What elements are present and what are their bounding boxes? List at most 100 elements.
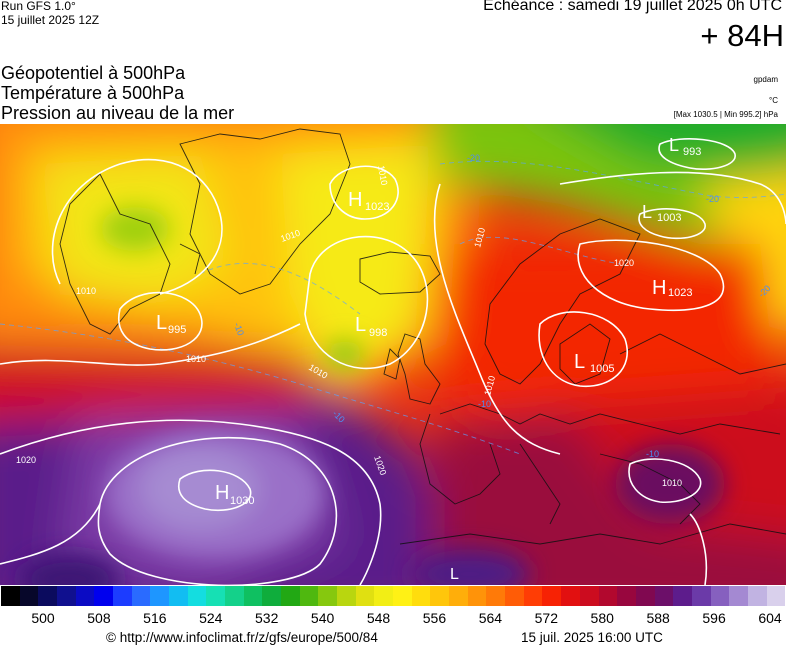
pressure-center-letter: L bbox=[156, 312, 167, 334]
forecast-map-canvas: H 1030 H 1023 H 1023 L 993 L 1003 L 995 bbox=[0, 124, 786, 585]
color-scale-swatch bbox=[505, 586, 524, 606]
low-pressure-center: L 995 bbox=[156, 312, 186, 336]
run-model-label: Run GFS 1.0° bbox=[1, 0, 76, 13]
color-scale-swatch bbox=[598, 586, 618, 606]
isotherm-label: -20 bbox=[467, 153, 480, 163]
color-scale-swatch bbox=[523, 586, 543, 606]
color-scale-swatch bbox=[654, 586, 674, 606]
unit-geopotential: gpdam bbox=[753, 75, 778, 84]
color-scale-swatch bbox=[57, 586, 76, 606]
unit-temperature: °C bbox=[769, 96, 778, 105]
color-scale-tick-label: 508 bbox=[87, 610, 111, 626]
isotherm-label: -10 bbox=[646, 449, 659, 459]
high-pressure-center: H 1023 bbox=[652, 277, 692, 299]
color-scale-swatch bbox=[187, 586, 207, 606]
coastlines bbox=[59, 128, 786, 545]
color-scale-tick-label: 564 bbox=[478, 610, 503, 626]
color-scale-tick-label: 540 bbox=[310, 610, 335, 626]
color-scale-tick-label: 580 bbox=[590, 610, 614, 626]
color-scale-swatch bbox=[467, 586, 487, 606]
color-scale-tick-label: 548 bbox=[366, 610, 391, 626]
color-scale-tick-label: 500 bbox=[31, 610, 55, 626]
pressure-center-letter: L bbox=[642, 202, 652, 222]
color-scale-swatch bbox=[75, 586, 95, 606]
pressure-center-value: 1023 bbox=[668, 287, 692, 299]
color-scale-swatch bbox=[542, 586, 562, 606]
isotherm-label: -10 bbox=[232, 321, 246, 337]
color-scale-ticks: 500 508 516 524 532 540 548 556 564 572 580 588 596 6… bbox=[0, 610, 786, 626]
color-scale-swatch bbox=[318, 586, 338, 606]
isobar-label: 1020 bbox=[16, 455, 36, 465]
color-scale-swatch bbox=[673, 586, 692, 606]
source-url: © http://www.infoclimat.fr/z/gfs/europe/… bbox=[106, 630, 378, 645]
pressure-center-letter: L bbox=[450, 566, 459, 583]
isobar-label: 1010 bbox=[76, 286, 96, 296]
color-scale-swatch bbox=[131, 586, 151, 606]
pressure-range-label: [Max 1030.5 | Min 995.2] hPa bbox=[673, 110, 778, 119]
color-scale-swatch bbox=[299, 586, 319, 606]
color-scale-swatch bbox=[710, 586, 730, 606]
color-scale-tick-label: 516 bbox=[143, 610, 167, 626]
color-scale-swatch bbox=[430, 586, 450, 606]
high-pressure-center: H 1030 bbox=[215, 482, 254, 507]
color-scale-swatch bbox=[374, 586, 394, 606]
color-scale-swatch bbox=[561, 586, 580, 606]
color-scale-swatch bbox=[579, 586, 599, 606]
pressure-center-value: 993 bbox=[683, 146, 701, 158]
color-scale-tick-label: 596 bbox=[702, 610, 726, 626]
color-scale-swatch bbox=[617, 586, 636, 606]
isotherm-label: -10 bbox=[478, 399, 491, 409]
geopotential-color-scale bbox=[1, 586, 786, 606]
isobar-label: 1010 bbox=[376, 165, 389, 186]
pressure-center-value: 995 bbox=[168, 324, 186, 336]
color-scale-swatch bbox=[206, 586, 226, 606]
isotherm-label: -20 bbox=[706, 194, 719, 204]
color-scale-tick-label: 556 bbox=[422, 610, 447, 626]
color-scale-tick-label: 588 bbox=[646, 610, 670, 626]
geopotential-field bbox=[0, 124, 786, 585]
generation-timestamp: 15 juil. 2025 16:00 UTC bbox=[521, 630, 663, 645]
pressure-center-letter: H bbox=[348, 189, 362, 211]
isobars bbox=[0, 138, 786, 585]
low-pressure-center: L 1005 bbox=[574, 351, 614, 375]
color-scale-swatch bbox=[281, 586, 300, 606]
color-scale-swatch bbox=[337, 586, 356, 606]
color-scale-tick-label: 532 bbox=[255, 610, 279, 626]
color-scale-swatch bbox=[635, 586, 655, 606]
pressure-centers: H 1030 H 1023 H 1023 L 993 L 1003 L 995 bbox=[156, 135, 701, 583]
color-scale-swatch bbox=[449, 586, 468, 606]
low-pressure-center: L bbox=[450, 566, 459, 583]
pressure-center-value: 1003 bbox=[657, 212, 681, 224]
pressure-center-letter: L bbox=[574, 351, 585, 373]
color-scale-swatch bbox=[225, 586, 244, 606]
title-temperature: Température à 500hPa bbox=[1, 83, 185, 103]
low-pressure-center: L 993 bbox=[669, 135, 701, 158]
isobar-label: 1010 bbox=[662, 478, 682, 488]
forecast-map: H 1030 H 1023 H 1023 L 993 L 1003 L 995 bbox=[0, 124, 786, 585]
title-pressure: Pression au niveau de la mer bbox=[1, 103, 235, 123]
color-scale-tick-label: 524 bbox=[199, 610, 223, 626]
color-scale-tick-label: 572 bbox=[534, 610, 558, 626]
color-scale-swatch bbox=[113, 586, 132, 606]
color-scale-tick-label: 604 bbox=[758, 610, 782, 626]
isobar-label: 1010 bbox=[186, 354, 206, 364]
pressure-center-letter: H bbox=[215, 482, 229, 504]
pressure-center-value: 1005 bbox=[590, 363, 614, 375]
color-scale-swatch bbox=[486, 586, 506, 606]
pressure-center-value: 998 bbox=[369, 327, 387, 339]
low-pressure-center: L 998 bbox=[355, 314, 387, 339]
forecast-lead-label: + 84H bbox=[700, 18, 784, 53]
color-scale-swatch bbox=[38, 586, 58, 606]
color-scale-swatch bbox=[1, 586, 20, 606]
color-scale-swatch bbox=[94, 586, 114, 606]
isobar-label: 1020 bbox=[614, 258, 634, 268]
run-date-label: 15 juillet 2025 12Z bbox=[1, 13, 100, 27]
pressure-center-value: 1030 bbox=[230, 495, 254, 507]
color-scale-swatch bbox=[169, 586, 188, 606]
color-scale-swatch bbox=[691, 586, 711, 606]
color-scale-swatch bbox=[243, 586, 263, 606]
valid-time-label: Echéance : samedi 19 juillet 2025 0h UTC bbox=[483, 0, 782, 14]
pressure-center-letter: H bbox=[652, 277, 666, 299]
pressure-center-letter: L bbox=[669, 135, 679, 155]
isotherms bbox=[0, 160, 786, 455]
